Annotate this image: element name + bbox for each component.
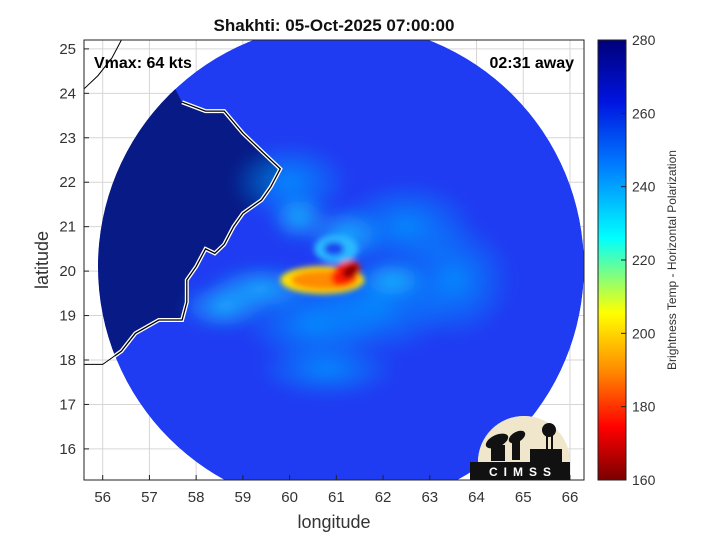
colorbar-tick-label: 160 xyxy=(632,472,656,488)
cloud-blob xyxy=(393,220,514,340)
logo-banner xyxy=(470,462,570,480)
y-tick-label: 22 xyxy=(59,174,76,191)
colorbar-tick-label: 200 xyxy=(632,325,656,341)
chart-title: Shakhti: 05-Oct-2025 07:00:00 xyxy=(214,16,455,35)
x-tick-label: 66 xyxy=(562,489,579,506)
x-tick-label: 65 xyxy=(515,489,532,506)
colorbar-tick-label: 240 xyxy=(632,179,656,195)
x-tick-label: 56 xyxy=(94,489,111,506)
x-tick-label: 58 xyxy=(188,489,205,506)
cloud-blob xyxy=(357,258,428,302)
y-tick-label: 16 xyxy=(59,441,76,458)
y-tick-label: 23 xyxy=(59,130,76,147)
y-tick-label: 19 xyxy=(59,308,76,325)
satellite-dish-icon xyxy=(485,430,526,461)
storm-core xyxy=(280,234,365,294)
x-tick-label: 57 xyxy=(141,489,158,506)
convection-darkred xyxy=(342,263,359,279)
x-tick-label: 60 xyxy=(281,489,298,506)
y-tick-label: 21 xyxy=(59,219,76,236)
colorbar-ticks: 160 180 200 220 240 260 280 xyxy=(621,32,656,488)
colorbar-label: Brightness Temp - Horizontal Polarizatio… xyxy=(665,150,679,370)
x-tick-label: 59 xyxy=(235,489,252,506)
cloud-blob xyxy=(256,338,397,399)
x-tick-label: 62 xyxy=(375,489,392,506)
plot-border xyxy=(83,39,585,481)
y-tick-label: 18 xyxy=(59,352,76,369)
vmax-annotation: Vmax: 64 kts xyxy=(94,55,192,72)
cimss-logo: CIMSS xyxy=(470,416,570,480)
y-tick-label: 20 xyxy=(59,263,76,280)
colorbar-tick-label: 180 xyxy=(632,399,656,415)
y-tick-label: 17 xyxy=(59,396,76,413)
x-tick-label: 63 xyxy=(421,489,438,506)
coastline-outside xyxy=(84,40,122,365)
colorbar-tick-label: 260 xyxy=(632,105,656,121)
x-axis-ticks: 56 57 58 59 60 61 62 63 64 65 66 xyxy=(94,475,578,506)
cloud-blob xyxy=(179,281,270,332)
colorbar-tick-label: 280 xyxy=(632,32,656,48)
y-axis-ticks: 16 17 18 19 20 21 22 23 24 25 xyxy=(59,41,89,458)
coastline-inner xyxy=(98,101,282,366)
x-tick-label: 64 xyxy=(468,489,485,506)
logo-text: CIMSS xyxy=(489,465,557,479)
x-axis-label: longitude xyxy=(297,512,370,532)
cloud-blob xyxy=(268,192,329,243)
colorbar-tick-label: 220 xyxy=(632,252,656,268)
time-away-annotation: 02:31 away xyxy=(489,55,574,72)
y-axis-label: latitude xyxy=(32,231,52,289)
storm-eye xyxy=(324,241,344,256)
y-tick-label: 24 xyxy=(59,85,76,102)
y-tick-label: 25 xyxy=(59,41,76,58)
water-tower-icon xyxy=(530,423,562,462)
x-tick-label: 61 xyxy=(328,489,345,506)
